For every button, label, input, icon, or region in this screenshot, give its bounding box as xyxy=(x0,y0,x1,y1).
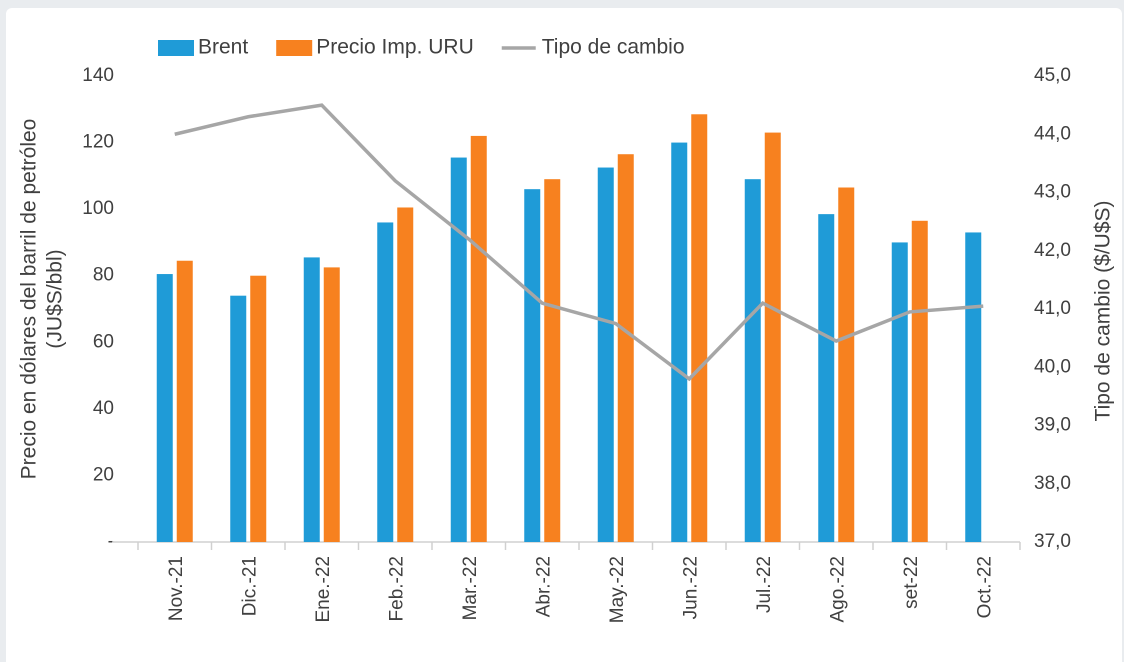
legend-swatch xyxy=(276,40,313,56)
x-tick-label: Abr.-22 xyxy=(533,556,554,617)
bar xyxy=(617,154,634,542)
y2-tick-label: 45,0 xyxy=(1034,65,1071,86)
x-tick-label: Mar.-22 xyxy=(460,556,481,620)
line xyxy=(174,103,984,382)
y-tick-label: 80 xyxy=(93,265,114,286)
y-tick-label: 120 xyxy=(82,132,114,153)
bar xyxy=(911,220,928,543)
bar xyxy=(397,207,414,542)
bar xyxy=(323,267,340,542)
x-tick-label: May.-22 xyxy=(607,556,628,623)
x-tick-label: Jun.-22 xyxy=(680,556,701,619)
bar xyxy=(838,187,855,542)
bar xyxy=(691,114,708,543)
y-tick-label: 100 xyxy=(82,198,114,219)
y2-axis-label: Tipo de cambio ($/U$S) xyxy=(1092,201,1115,422)
y2-tick-label: 37,0 xyxy=(1034,531,1071,552)
bar xyxy=(764,132,781,543)
y-axis-label: Precio en dólares del barril de petróleo xyxy=(18,119,41,480)
x-tick-label: set-22 xyxy=(901,556,922,609)
bar xyxy=(597,167,614,543)
bar xyxy=(891,242,908,542)
bar xyxy=(156,274,173,542)
y2-tick-label: 39,0 xyxy=(1034,415,1071,436)
y-tick-label: 60 xyxy=(93,331,114,352)
bar xyxy=(544,179,561,542)
x-tick-label: Ene.-22 xyxy=(313,556,334,623)
x-tick-label: Nov.-21 xyxy=(166,556,187,621)
legend-swatch xyxy=(158,40,194,56)
bar xyxy=(524,189,541,542)
y-tick-label: - xyxy=(108,531,114,552)
bar xyxy=(450,157,467,543)
x-tick-label: Oct.-22 xyxy=(974,556,995,618)
bar xyxy=(250,275,267,542)
legend-label: Tipo de cambio xyxy=(542,36,685,59)
y-axis-label: (JU$S/bbl) xyxy=(44,249,67,348)
y2-tick-label: 38,0 xyxy=(1034,473,1071,494)
bar xyxy=(744,179,761,542)
y-tick-label: 40 xyxy=(93,398,114,419)
y2-tick-label: 40,0 xyxy=(1034,356,1071,377)
y2-tick-label: 44,0 xyxy=(1034,123,1071,144)
bar xyxy=(965,232,982,542)
y2-tick-label: 43,0 xyxy=(1034,182,1071,203)
x-tick-label: Dic.-21 xyxy=(239,556,260,616)
y2-tick-label: 42,0 xyxy=(1034,240,1071,261)
legend-label: Brent xyxy=(198,36,248,59)
bar xyxy=(176,260,193,542)
bar xyxy=(303,257,320,542)
legend-label: Precio Imp. URU xyxy=(316,36,474,59)
x-tick-label: Feb.-22 xyxy=(386,556,407,621)
bar xyxy=(230,295,247,542)
bar xyxy=(377,222,394,542)
y-tick-label: 20 xyxy=(93,464,114,485)
bar xyxy=(818,214,835,542)
y2-tick-label: 41,0 xyxy=(1034,298,1071,319)
bar xyxy=(470,135,487,542)
y-tick-label: 140 xyxy=(82,65,114,86)
x-tick-label: Jul.-22 xyxy=(754,556,775,613)
bar xyxy=(671,142,688,543)
x-tick-label: Ago.-22 xyxy=(827,556,848,623)
